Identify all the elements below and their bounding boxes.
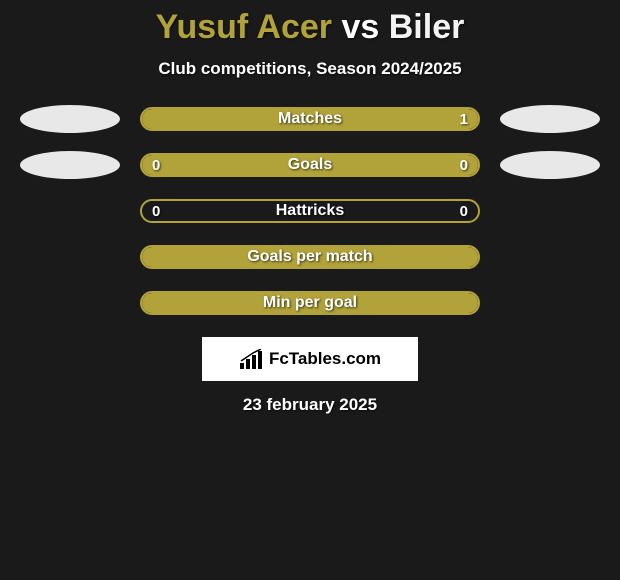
player-badge-left: [20, 105, 120, 133]
stat-bar: 0Goals0: [140, 153, 480, 177]
stat-bar: 0Hattricks0: [140, 199, 480, 223]
spacer: [20, 243, 120, 271]
brand-badge: FcTables.com: [202, 337, 418, 381]
stat-value-right: 0: [460, 203, 468, 220]
subtitle-text: Club competitions, Season 2024/2025: [0, 59, 620, 79]
stat-row: Min per goal: [0, 291, 620, 315]
stat-row: Matches1: [0, 107, 620, 131]
stat-value-right: 0: [460, 157, 468, 174]
brand-chart-icon: [239, 349, 265, 369]
stat-label: Goals per match: [142, 248, 478, 266]
brand-text: FcTables.com: [269, 349, 381, 369]
stat-label: Min per goal: [142, 294, 478, 312]
player1-name: Yusuf Acer: [156, 8, 332, 46]
stat-label: Hattricks: [142, 202, 478, 220]
stats-list: Matches10Goals00Hattricks0Goals per matc…: [0, 107, 620, 315]
player-badge-right: [500, 105, 600, 133]
spacer: [500, 197, 600, 225]
spacer: [20, 289, 120, 317]
stat-row: 0Hattricks0: [0, 199, 620, 223]
stat-bar: Matches1: [140, 107, 480, 131]
date-text: 23 february 2025: [0, 395, 620, 415]
stat-label: Matches: [142, 110, 478, 128]
player-badge-right: [500, 151, 600, 179]
player-badge-left: [20, 151, 120, 179]
comparison-infographic: Yusuf Acer vs Biler Club competitions, S…: [0, 0, 620, 415]
spacer: [500, 289, 600, 317]
stat-row: Goals per match: [0, 245, 620, 269]
stat-row: 0Goals0: [0, 153, 620, 177]
page-title: Yusuf Acer vs Biler: [0, 8, 620, 47]
stat-bar: Goals per match: [140, 245, 480, 269]
stat-bar: Min per goal: [140, 291, 480, 315]
spacer: [20, 197, 120, 225]
spacer: [500, 243, 600, 271]
stat-label: Goals: [142, 156, 478, 174]
vs-text: vs: [341, 8, 379, 46]
stat-value-right: 1: [460, 111, 468, 128]
player2-name: Biler: [389, 8, 465, 46]
